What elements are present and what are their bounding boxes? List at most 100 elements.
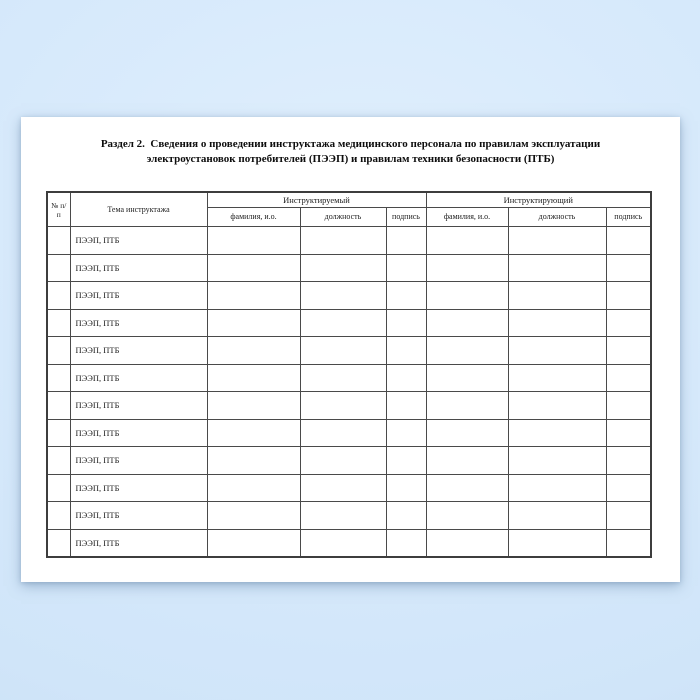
cell-instructor-name [425,308,509,337]
cell-instructed-position [299,226,387,255]
cell-instructed-signature [385,528,427,557]
cell-instructor-position [507,253,607,282]
cell-instructor-position [507,391,607,420]
cell-instructed-name [206,363,301,392]
table-row: ПЭЭП, ПТБ [46,528,652,557]
cell-instructor-position [507,528,607,557]
cell-instructor-position [507,418,607,447]
cell-num [46,473,71,502]
table-row: ПЭЭП, ПТБ [46,473,652,502]
table-row: ПЭЭП, ПТБ [46,281,652,310]
cell-instructor-signature [605,226,652,255]
cell-instructor-position [507,336,607,365]
cell-instructor-name [425,446,509,475]
cell-instructor-position [507,281,607,310]
header-sub-row: фамилия, и.о. должность подпись фамилия,… [47,207,652,227]
col-header-instructor-signature: подпись [605,207,652,227]
table-row: ПЭЭП, ПТБ [46,336,652,365]
cell-instructed-position [299,336,387,365]
cell-instructor-name [425,391,509,420]
cell-instructed-name [206,473,301,502]
section-title: Раздел 2. Сведения о проведении инструкт… [21,137,680,167]
cell-instructed-position [299,473,387,502]
cell-instructed-signature [385,391,427,420]
cell-topic: ПЭЭП, ПТБ [69,336,208,365]
cell-instructed-position [299,446,387,475]
cell-instructed-position [299,253,387,282]
cell-instructed-position [299,281,387,310]
cell-instructor-position [507,446,607,475]
cell-num [46,528,71,557]
cell-instructed-position [299,308,387,337]
cell-instructor-position [507,363,607,392]
cell-instructed-signature [385,363,427,392]
cell-instructed-position [299,363,387,392]
cell-topic: ПЭЭП, ПТБ [69,391,208,420]
col-header-instructor-name: фамилия, и.о. [425,207,509,227]
cell-instructed-position [299,528,387,557]
cell-topic: ПЭЭП, ПТБ [69,281,208,310]
cell-instructed-position [299,418,387,447]
cell-topic: ПЭЭП, ПТБ [69,418,208,447]
cell-instructed-name [206,446,301,475]
cell-instructed-name [206,501,301,530]
cell-instructor-name [425,253,509,282]
cell-instructor-signature [605,501,652,530]
cell-topic: ПЭЭП, ПТБ [69,308,208,337]
cell-instructed-signature [385,308,427,337]
cell-num [46,308,71,337]
cell-instructed-signature [385,418,427,447]
cell-instructed-name [206,281,301,310]
table-row: ПЭЭП, ПТБ [46,253,652,282]
cell-instructor-signature [605,473,652,502]
cell-instructed-name [206,336,301,365]
table-row: ПЭЭП, ПТБ [46,308,652,337]
cell-instructed-name [206,253,301,282]
col-header-instructed-position: должность [299,207,387,227]
table-row: ПЭЭП, ПТБ [46,391,652,420]
cell-instructor-signature [605,253,652,282]
table-row: ПЭЭП, ПТБ [46,418,652,447]
cell-instructed-name [206,418,301,447]
header-group-row: № п/п Тема инструктажа Инструктируемый И… [46,191,652,227]
instruction-log-table: № п/п Тема инструктажа Инструктируемый И… [46,191,652,558]
document-page: Раздел 2. Сведения о проведении инструкт… [21,117,680,582]
cell-topic: ПЭЭП, ПТБ [69,446,208,475]
cell-instructed-signature [385,446,427,475]
section-title-line2: электроустановок потребителей (ПЭЭП) и п… [146,153,555,165]
table-row: ПЭЭП, ПТБ [46,226,652,255]
table-row: ПЭЭП, ПТБ [46,446,652,475]
cell-instructor-signature [605,528,652,557]
cell-instructor-signature [605,446,652,475]
cell-num [46,418,71,447]
cell-instructor-signature [605,336,652,365]
cell-topic: ПЭЭП, ПТБ [69,501,208,530]
cell-num [46,446,71,475]
cell-instructor-name [425,501,509,530]
cell-num [46,391,71,420]
col-group-instructor: Инструктирующий [425,191,652,208]
cell-instructor-position [507,473,607,502]
cell-topic: ПЭЭП, ПТБ [69,473,208,502]
cell-topic: ПЭЭП, ПТБ [69,528,208,557]
cell-instructor-name [425,473,509,502]
table-body: ПЭЭП, ПТБ ПЭЭП, ПТБ ПЭЭП, ПТБ ПЭЭП, ПТБ [46,226,652,557]
cell-instructed-name [206,391,301,420]
cell-instructor-name [425,226,509,255]
cell-instructor-signature [605,308,652,337]
cell-num [46,336,71,365]
cell-instructor-name [425,281,509,310]
col-header-num: № п/п [46,191,71,227]
col-header-instructed-name: фамилия, и.о. [206,207,301,227]
cell-instructor-signature [605,363,652,392]
cell-num [46,501,71,530]
cell-num [46,363,71,392]
cell-instructed-signature [385,253,427,282]
cell-instructor-signature [605,281,652,310]
cell-instructor-signature [605,391,652,420]
table-row: ПЭЭП, ПТБ [46,501,652,530]
cell-instructor-name [425,363,509,392]
cell-instructed-name [206,226,301,255]
cell-instructor-position [507,308,607,337]
cell-instructor-signature [605,418,652,447]
